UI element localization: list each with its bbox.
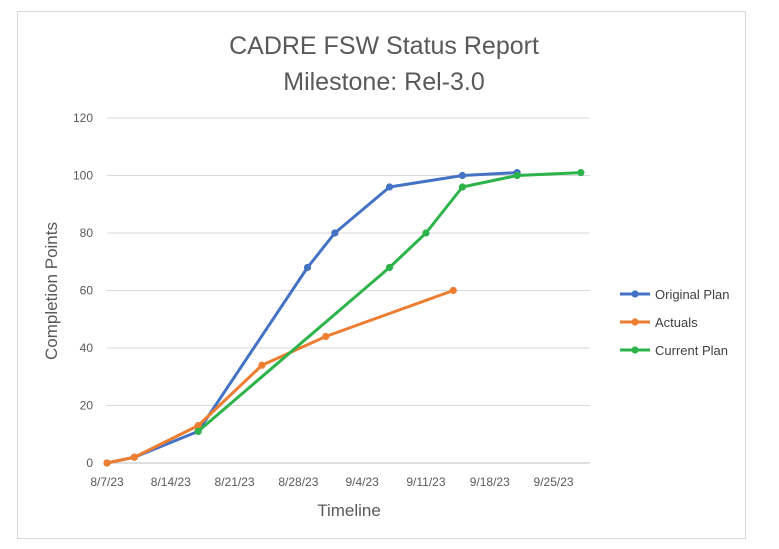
line-chart: CADRE FSW Status Report Milestone: Rel-3… (42, 32, 729, 520)
chart-subtitle: Milestone: Rel-3.0 (283, 68, 484, 96)
chart-frame: CADRE FSW Status Report Milestone: Rel-3… (17, 11, 746, 539)
data-point (194, 422, 202, 430)
legend-label: Actuals (655, 315, 698, 330)
data-point (458, 171, 467, 180)
data-point (331, 229, 339, 237)
legend-item: Actuals (620, 315, 698, 330)
series-line (105, 289, 455, 465)
legend-swatch-marker (631, 346, 639, 354)
y-axis-ticks: 0 20 40 60 80 100 120 (73, 111, 93, 470)
legend-label: Current Plan (655, 343, 728, 358)
series-line (196, 171, 583, 433)
series-original-plan (103, 169, 521, 467)
x-tick-label: 9/4/23 (345, 475, 379, 489)
series-lines (103, 169, 585, 467)
x-tick-label: 8/21/23 (215, 475, 255, 489)
y-tick-label: 40 (80, 341, 94, 355)
legend-item: Original Plan (620, 287, 729, 302)
data-point (385, 183, 394, 191)
x-tick-label: 9/25/23 (534, 475, 574, 489)
y-tick-label: 20 (80, 399, 94, 413)
data-point (103, 459, 111, 467)
data-point (449, 286, 457, 295)
data-point (303, 263, 312, 272)
y-tick-label: 100 (73, 169, 93, 183)
legend-swatch-marker (631, 290, 639, 298)
y-tick-label: 80 (80, 226, 94, 240)
gridlines (107, 117, 590, 464)
x-axis-title: Timeline (317, 501, 381, 520)
y-axis-title: Completion Points (42, 222, 61, 360)
legend-item: Current Plan (620, 343, 728, 358)
series-line (105, 171, 519, 465)
x-tick-label: 8/14/23 (151, 475, 191, 489)
x-tick-label: 9/18/23 (470, 475, 510, 489)
series-current-plan (194, 169, 585, 435)
data-point (513, 171, 521, 180)
x-tick-label: 8/7/23 (90, 475, 124, 489)
x-axis-ticks: 8/7/23 8/14/23 8/21/23 8/28/23 9/4/23 9/11/23… (90, 475, 574, 489)
data-point (577, 169, 585, 177)
legend-swatch-marker (631, 318, 639, 326)
data-point (458, 183, 467, 191)
legend-label: Original Plan (655, 287, 729, 302)
y-tick-label: 120 (73, 111, 93, 125)
y-tick-label: 60 (80, 284, 94, 298)
series-actuals (103, 286, 457, 467)
data-point (422, 229, 430, 237)
data-point (130, 453, 138, 461)
legend: Original Plan Actuals Current Plan (620, 287, 729, 358)
data-point (322, 332, 330, 341)
y-tick-label: 0 (86, 456, 93, 470)
data-point (258, 361, 266, 369)
data-point (194, 427, 202, 435)
x-tick-label: 9/11/23 (406, 475, 445, 489)
data-point (385, 263, 394, 272)
chart-title: CADRE FSW Status Report (229, 32, 539, 60)
x-tick-label: 8/28/23 (278, 475, 318, 489)
